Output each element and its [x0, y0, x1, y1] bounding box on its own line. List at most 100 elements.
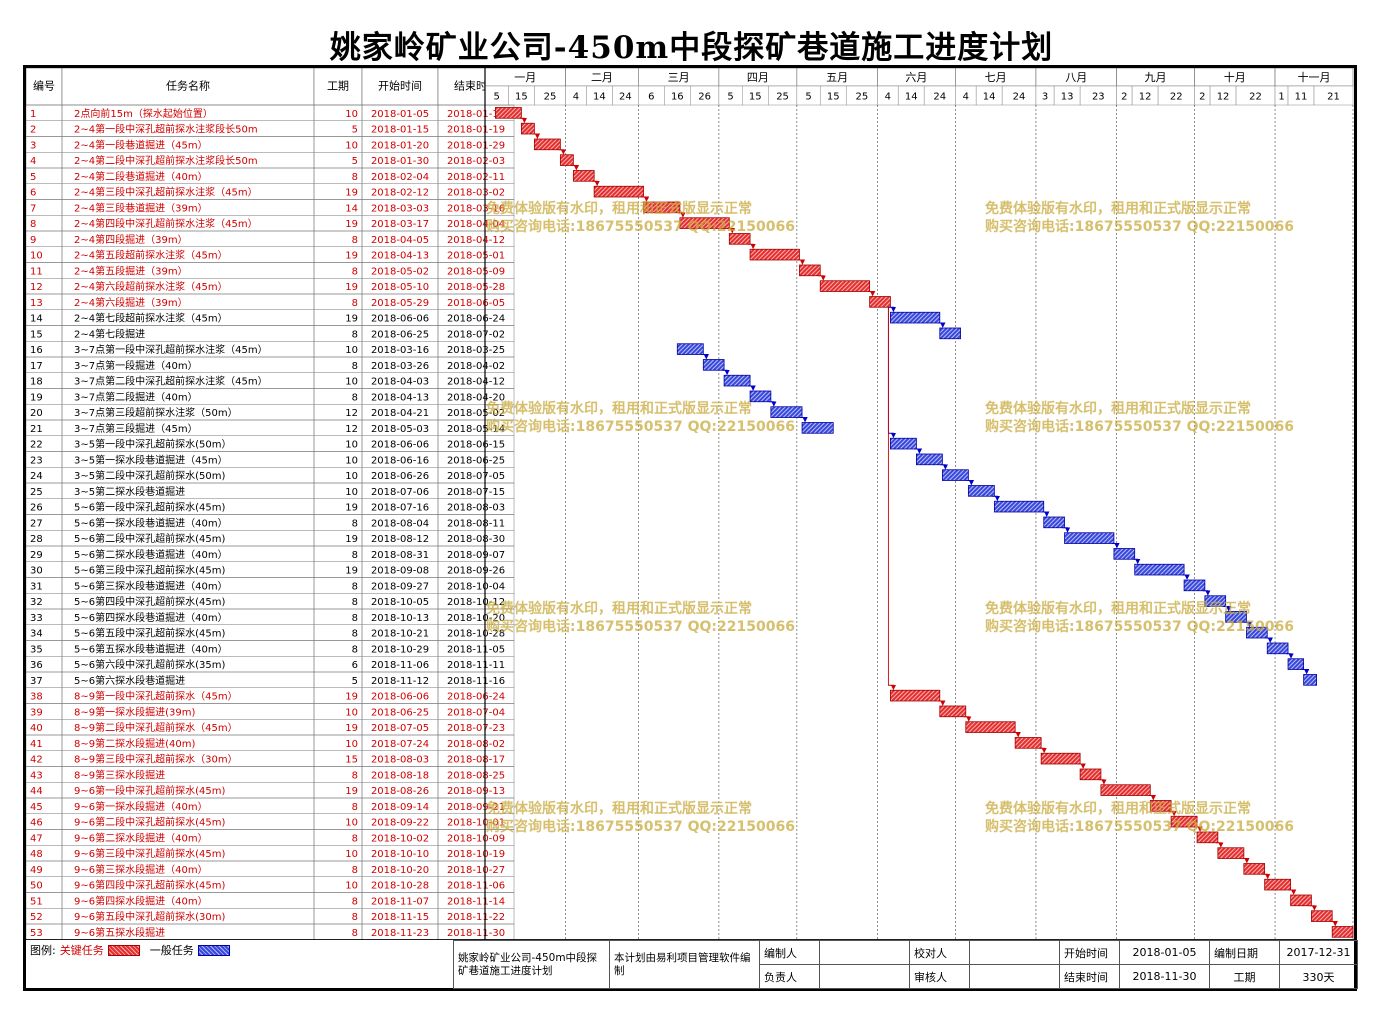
tick-label: 1 — [1278, 92, 1284, 103]
task-name: 9~6第一段中深孔超前探水(45m) — [74, 784, 225, 797]
month-label: 二月 — [591, 71, 613, 84]
task-bar[interactable] — [890, 689, 941, 702]
task-bar[interactable] — [1014, 737, 1042, 749]
task-end: 2018-06-24 — [447, 692, 505, 703]
task-bar[interactable] — [965, 721, 1016, 733]
dependency-link — [1148, 795, 1156, 801]
task-bar[interactable] — [967, 485, 995, 497]
task-bar[interactable] — [494, 107, 522, 119]
task-bar[interactable] — [749, 390, 772, 403]
task-name: 3~7点第三段超前探水注浆（50m） — [74, 406, 238, 419]
task-start: 2018-04-13 — [371, 251, 429, 262]
task-start: 2018-08-12 — [371, 534, 429, 545]
task-name: 8~9第三段中深孔超前探水（30m） — [74, 753, 238, 766]
task-name: 8~9第一段中深孔超前探水（45m） — [74, 690, 238, 703]
tick-label: 16 — [671, 92, 684, 103]
task-bar[interactable] — [819, 280, 871, 292]
task-bar[interactable] — [1225, 611, 1247, 623]
task-bar[interactable] — [1064, 532, 1115, 544]
task-bar[interactable] — [749, 248, 800, 261]
task-bar[interactable] — [559, 154, 574, 166]
task-name: 5~6第三段中深孔超前探水(45m) — [74, 564, 225, 577]
task-duration: 5 — [352, 125, 358, 136]
task-bar[interactable] — [1311, 910, 1333, 922]
task-bar[interactable] — [890, 311, 941, 324]
footer-editor — [819, 940, 910, 965]
task-duration: 8 — [352, 235, 358, 246]
task-bar[interactable] — [1246, 626, 1268, 639]
task-bar[interactable] — [939, 327, 961, 340]
task-name: 2~4第五段超前探水注浆（45m） — [74, 249, 228, 262]
task-bar[interactable] — [1149, 800, 1172, 812]
tick-label: 23 — [1092, 92, 1105, 103]
task-id: 52 — [30, 912, 43, 923]
task-bar[interactable] — [1043, 516, 1065, 529]
task-bar[interactable] — [869, 296, 891, 308]
task-bar[interactable] — [572, 170, 595, 182]
task-bar[interactable] — [1287, 658, 1305, 670]
task-bar[interactable] — [1266, 642, 1289, 655]
task-bar[interactable] — [1040, 752, 1081, 765]
task-bar[interactable] — [770, 406, 803, 418]
footer-start: 2018-01-05 — [1119, 940, 1210, 965]
footer-checker-label: 校对人 — [909, 940, 970, 965]
task-bar[interactable] — [1331, 926, 1354, 938]
task-name: 2~4第四段中深孔超前探水注浆（45m） — [74, 217, 258, 230]
task-end: 2018-01-19 — [447, 125, 505, 136]
task-bar[interactable] — [1243, 863, 1266, 875]
tick-label: 15 — [827, 92, 840, 103]
task-end: 2018-08-30 — [447, 534, 505, 545]
task-name: 2~4第二段巷道掘进（40m） — [74, 170, 208, 183]
task-bar[interactable] — [799, 264, 821, 277]
task-bar[interactable] — [1196, 831, 1219, 844]
task-bar[interactable] — [941, 469, 969, 481]
task-bar[interactable] — [916, 453, 943, 466]
dependency-link — [1039, 747, 1047, 754]
dependency-link — [966, 480, 975, 486]
task-id: 26 — [30, 503, 43, 514]
task-bar[interactable] — [1290, 894, 1312, 907]
task-id: 33 — [30, 613, 43, 624]
task-duration: 12 — [345, 408, 358, 419]
task-bar[interactable] — [679, 217, 730, 229]
dependency-link — [748, 243, 756, 250]
task-bar[interactable] — [1134, 563, 1185, 576]
task-bar[interactable] — [1303, 674, 1318, 686]
task-bar[interactable] — [1100, 784, 1151, 796]
task-end: 2018-11-22 — [447, 912, 505, 923]
task-bar[interactable] — [728, 233, 751, 245]
task-start: 2018-08-18 — [371, 770, 429, 781]
footer-start-label: 开始时间 — [1059, 940, 1120, 965]
task-bar[interactable] — [801, 422, 834, 434]
task-end: 2018-02-03 — [447, 156, 505, 167]
task-bar[interactable] — [643, 201, 681, 214]
task-start: 2018-07-24 — [371, 739, 429, 750]
task-id: 6 — [30, 188, 36, 199]
dependency-link — [1215, 842, 1224, 848]
task-id: 27 — [30, 518, 43, 529]
task-name: 3~7点第二段中深孔超前探水注浆（45m） — [74, 375, 268, 388]
task-bar[interactable] — [1079, 768, 1102, 781]
dependency-link — [748, 385, 756, 391]
task-id: 36 — [30, 660, 43, 671]
task-duration: 8 — [352, 928, 358, 939]
task-start: 2018-05-10 — [371, 282, 429, 293]
task-bar[interactable] — [533, 138, 561, 151]
task-bar[interactable] — [1204, 595, 1227, 607]
task-bar[interactable] — [723, 374, 751, 387]
task-bar[interactable] — [993, 500, 1045, 513]
task-bar[interactable] — [939, 705, 967, 718]
task-bar[interactable] — [890, 437, 917, 450]
task-bar[interactable] — [676, 343, 704, 355]
legend-normal-swatch — [197, 944, 230, 956]
task-bar[interactable] — [1113, 548, 1136, 560]
task-bar[interactable] — [1170, 815, 1198, 828]
task-bar[interactable] — [593, 185, 644, 198]
task-duration: 8 — [352, 833, 358, 844]
task-end: 2018-10-19 — [447, 849, 505, 860]
task-bar[interactable] — [1264, 878, 1292, 891]
task-bar[interactable] — [1183, 579, 1206, 592]
task-bar[interactable] — [1217, 847, 1245, 859]
task-bar[interactable] — [702, 359, 725, 371]
task-bar[interactable] — [520, 122, 535, 135]
